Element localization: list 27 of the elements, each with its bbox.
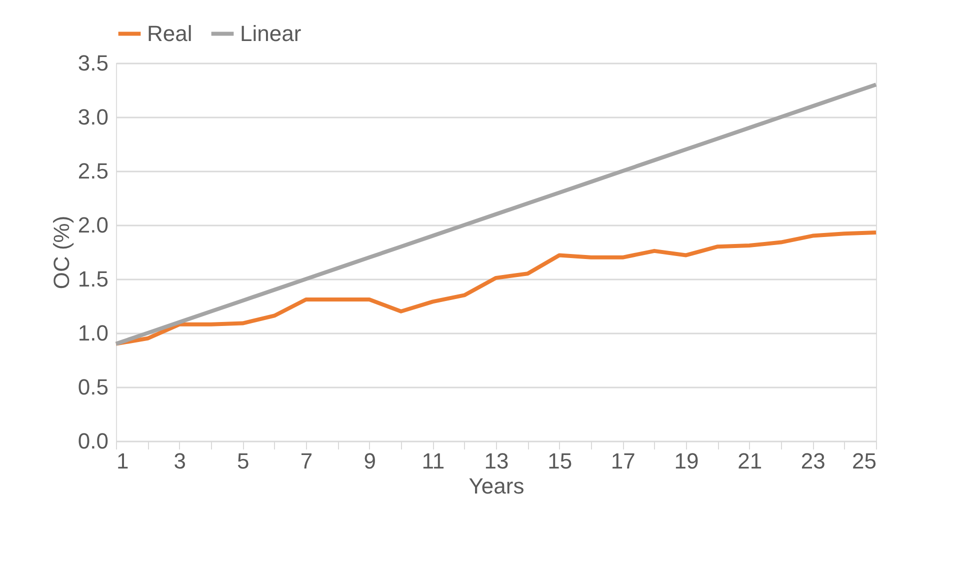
legend-label: Real: [147, 20, 192, 46]
y-tick-label: 1.5: [78, 266, 108, 292]
x-tick-label: 9: [364, 448, 376, 474]
x-tick-label: 13: [484, 448, 509, 474]
y-tick-label: 1.0: [78, 320, 108, 346]
x-tick-label: 19: [674, 448, 699, 474]
x-tick-label: 11: [422, 448, 445, 474]
x-tick-label: 1: [116, 448, 129, 474]
y-tick-label: 2.5: [78, 158, 108, 184]
x-tick-label: 5: [237, 448, 250, 474]
y-tick-label: 0.0: [78, 428, 108, 454]
y-tick-label: 2.0: [78, 212, 108, 238]
x-tick-label: 3: [174, 448, 186, 474]
y-tick-label: 3.0: [78, 104, 108, 130]
x-tick-label: 17: [610, 448, 636, 474]
x-tick-label: 23: [800, 448, 826, 474]
line-series: [114, 82, 878, 346]
line-series: [114, 230, 878, 346]
x-tick-label: 25: [852, 448, 876, 474]
y-tick-label: 0.5: [78, 374, 108, 400]
legend-label: Linear: [240, 20, 302, 46]
x-tick-label: 7: [300, 448, 313, 474]
x-tick-label: 15: [548, 448, 572, 474]
y-axis-title: OC (%): [48, 216, 74, 290]
x-axis-title: Years: [468, 474, 524, 498]
y-tick-label: 3.5: [78, 50, 108, 76]
x-tick-label: 21: [738, 448, 762, 474]
